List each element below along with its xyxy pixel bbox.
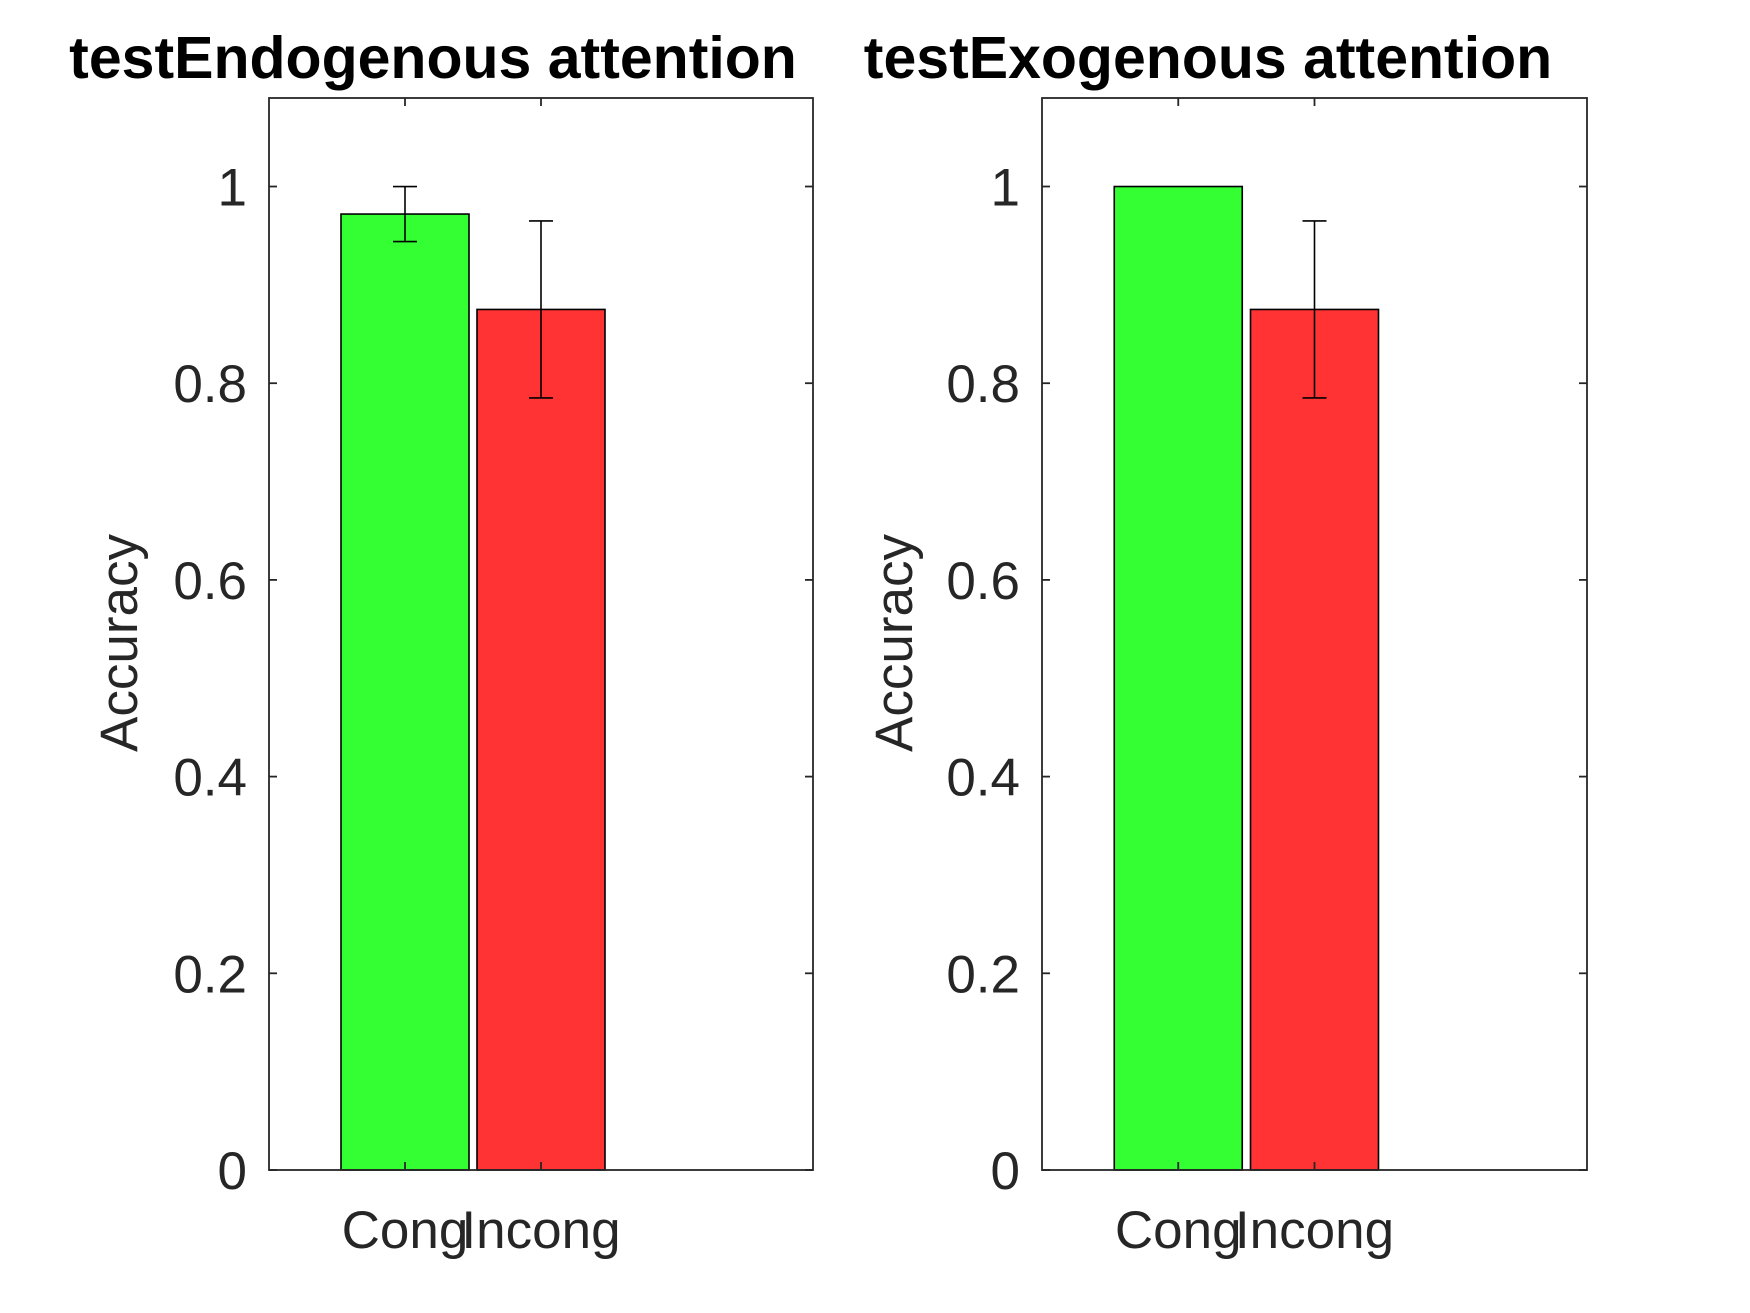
- y-tick-label: 0.2: [173, 945, 247, 1004]
- x-tick-label: Cong: [342, 1201, 469, 1260]
- chart-title: testEndogenous attention: [69, 25, 797, 91]
- y-tick-label: 0.4: [173, 749, 247, 808]
- y-tick-label: 0.8: [946, 355, 1020, 414]
- y-axis-label: Accuracy: [90, 534, 149, 752]
- y-tick-label: 0: [218, 1142, 247, 1201]
- chart-panel-exogenous: testExogenous attention Accuracy 0 0.2 0.4…: [864, 25, 1588, 1260]
- x-tick-label: Cong: [1115, 1201, 1242, 1260]
- bar-incong: [1249, 308, 1380, 1171]
- y-tick-label: 0.6: [946, 552, 1020, 611]
- y-axis-label: Accuracy: [865, 534, 924, 752]
- chart-panel-endogenous: testEndogenous attention Accuracy 0 0.2 0.…: [69, 25, 814, 1260]
- y-tick-label: 0: [991, 1142, 1020, 1201]
- x-tick-label: Incong: [461, 1201, 620, 1260]
- y-tick-label: 0.4: [946, 749, 1020, 808]
- y-tick-label: 0.2: [946, 945, 1020, 1004]
- bar-cong: [1113, 185, 1244, 1171]
- y-tick-label: 1: [218, 159, 247, 218]
- chart-title: testExogenous attention: [864, 25, 1552, 91]
- y-tick-label: 0.8: [173, 355, 247, 414]
- bar-cong: [340, 213, 470, 1171]
- y-tick-label: 1: [991, 159, 1020, 218]
- y-tick-label: 0.6: [173, 552, 247, 611]
- x-tick-label: Incong: [1235, 1201, 1394, 1260]
- bar-incong: [476, 308, 606, 1171]
